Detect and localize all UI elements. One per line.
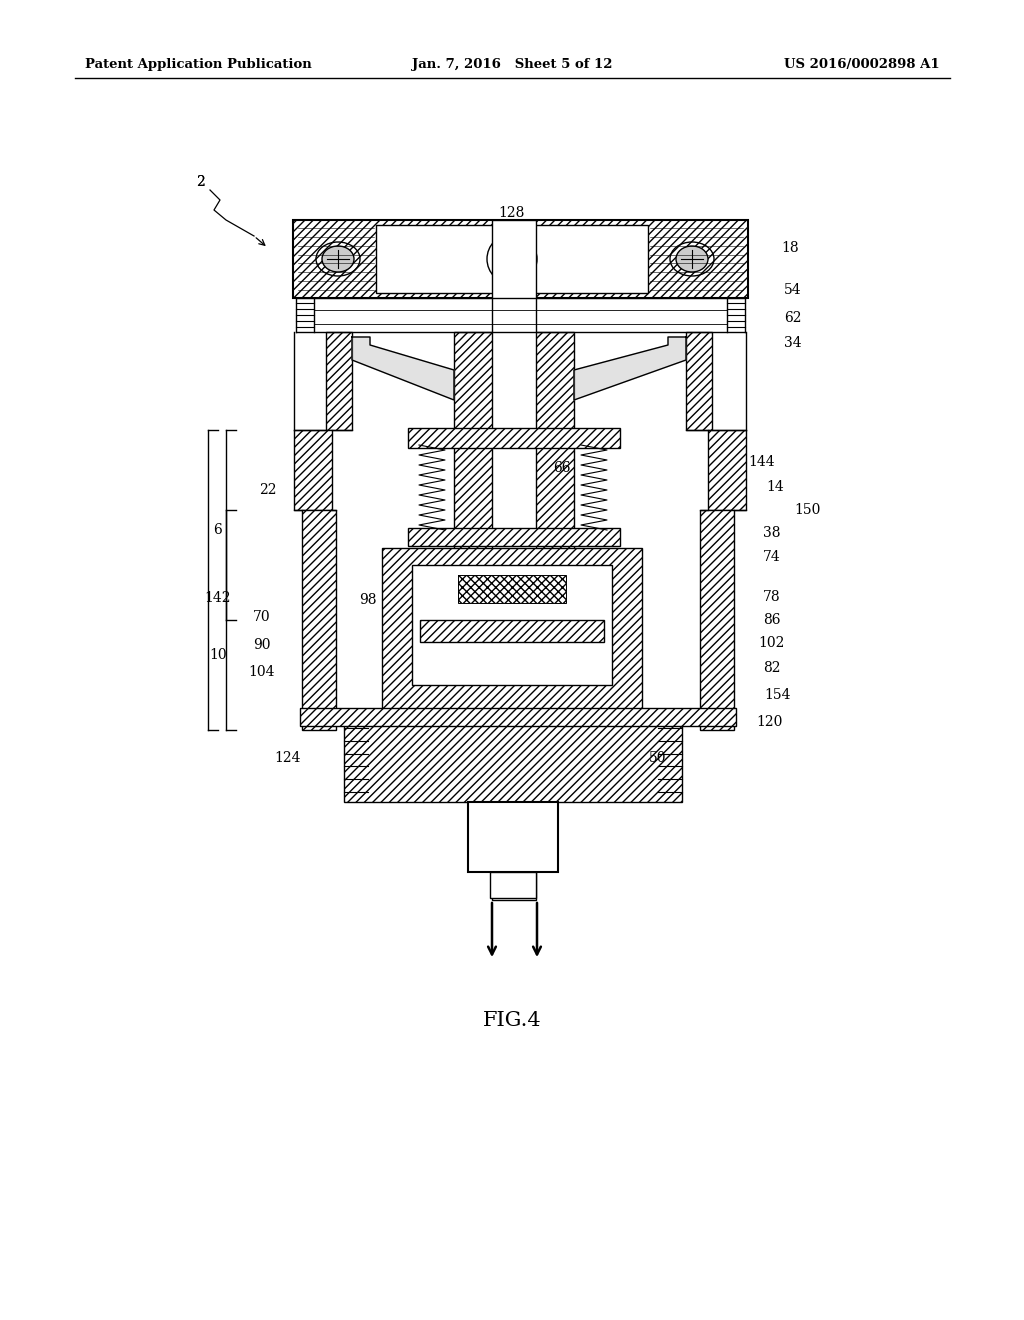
- Text: 124: 124: [274, 751, 301, 766]
- Bar: [468, 803, 558, 873]
- Bar: [412, 565, 612, 685]
- Bar: [326, 333, 352, 430]
- Bar: [326, 333, 352, 430]
- Bar: [458, 576, 566, 603]
- Text: 54: 54: [784, 282, 802, 297]
- Bar: [408, 528, 620, 546]
- Ellipse shape: [322, 246, 354, 272]
- Bar: [408, 528, 620, 546]
- Bar: [382, 548, 642, 718]
- Text: 2: 2: [196, 176, 205, 189]
- Bar: [300, 708, 736, 726]
- Text: 102: 102: [759, 636, 785, 649]
- Text: 154: 154: [765, 688, 792, 702]
- Bar: [708, 430, 746, 510]
- Text: 150: 150: [795, 503, 821, 517]
- Text: 50: 50: [649, 751, 667, 766]
- Text: 74: 74: [763, 550, 781, 564]
- Bar: [293, 220, 748, 298]
- Bar: [458, 576, 566, 603]
- Bar: [686, 333, 712, 430]
- Bar: [302, 510, 336, 730]
- Bar: [344, 718, 682, 803]
- Text: 90: 90: [253, 638, 270, 652]
- Text: 98: 98: [359, 593, 377, 607]
- Bar: [344, 718, 682, 803]
- Bar: [454, 333, 574, 610]
- Text: 82: 82: [763, 661, 780, 675]
- Bar: [294, 430, 332, 510]
- Text: FIG.4: FIG.4: [482, 1011, 542, 1030]
- Bar: [492, 220, 536, 900]
- Bar: [454, 333, 574, 610]
- Text: 104: 104: [249, 665, 275, 678]
- Text: 2: 2: [196, 176, 205, 189]
- Bar: [302, 510, 336, 730]
- Text: 142: 142: [205, 591, 231, 605]
- Text: Patent Application Publication: Patent Application Publication: [85, 58, 311, 71]
- Bar: [708, 430, 746, 510]
- Text: Jan. 7, 2016   Sheet 5 of 12: Jan. 7, 2016 Sheet 5 of 12: [412, 58, 612, 71]
- Text: 66: 66: [553, 461, 570, 475]
- Text: 34: 34: [784, 337, 802, 350]
- Ellipse shape: [676, 246, 708, 272]
- Bar: [408, 428, 620, 447]
- Text: 120: 120: [757, 715, 783, 729]
- Bar: [700, 510, 734, 730]
- Bar: [382, 548, 642, 718]
- Bar: [686, 333, 712, 430]
- Bar: [376, 224, 648, 293]
- Text: 86: 86: [763, 612, 780, 627]
- Bar: [300, 708, 736, 726]
- Text: 18: 18: [781, 242, 799, 255]
- Bar: [700, 510, 734, 730]
- Text: 38: 38: [763, 525, 780, 540]
- Text: US 2016/0002898 A1: US 2016/0002898 A1: [784, 58, 940, 71]
- Polygon shape: [574, 337, 686, 400]
- Bar: [420, 620, 604, 642]
- Text: 144: 144: [749, 455, 775, 469]
- Bar: [408, 428, 620, 447]
- Text: 70: 70: [253, 610, 270, 624]
- Text: 6: 6: [214, 523, 222, 537]
- Bar: [294, 430, 332, 510]
- Text: 10: 10: [209, 648, 226, 663]
- Bar: [293, 220, 748, 298]
- Text: 62: 62: [784, 312, 802, 325]
- Text: 128: 128: [499, 206, 525, 220]
- Text: 14: 14: [766, 480, 784, 494]
- Text: 22: 22: [259, 483, 276, 498]
- Bar: [420, 620, 604, 642]
- Circle shape: [487, 234, 537, 284]
- Bar: [490, 873, 536, 898]
- Polygon shape: [352, 337, 454, 400]
- Text: 78: 78: [763, 590, 781, 605]
